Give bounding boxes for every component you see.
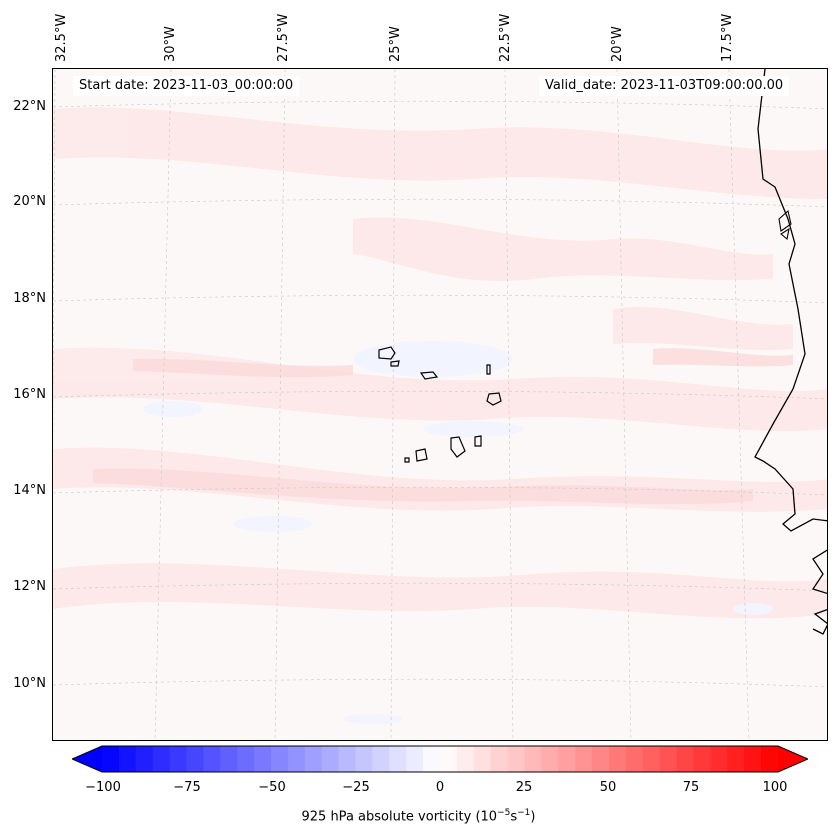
colorbar-cell bbox=[625, 746, 644, 772]
lon-label-22-5w: 22.5°W bbox=[498, 13, 513, 62]
colorbar-cell bbox=[237, 746, 255, 772]
colorbar-cell bbox=[473, 746, 492, 772]
colorbar-cell bbox=[558, 746, 576, 772]
colorbar-cell bbox=[524, 746, 542, 772]
africa-coastline bbox=[754, 69, 827, 635]
lon-label-30w: 30°W bbox=[163, 26, 178, 62]
colorbar-cell bbox=[761, 746, 779, 772]
colorbar bbox=[72, 745, 808, 773]
lat-label-16n: 16°N bbox=[13, 387, 46, 402]
colorbar-outline bbox=[72, 745, 808, 773]
colorbar-cell bbox=[186, 746, 204, 772]
colorbar-cell bbox=[321, 746, 340, 772]
colorbar-cell bbox=[744, 746, 762, 772]
colorbar-cell bbox=[338, 746, 356, 772]
colorbar-tick-label: 25 bbox=[515, 780, 533, 795]
colorbar-cell bbox=[135, 746, 154, 772]
colorbar-cell bbox=[609, 746, 627, 772]
map-panel bbox=[52, 68, 828, 741]
colorbar-cell bbox=[423, 746, 441, 772]
colorbar-cell bbox=[490, 746, 509, 772]
coastal-islands bbox=[778, 209, 792, 241]
lat-label-22n: 22°N bbox=[13, 99, 46, 114]
lat-label-20n: 20°N bbox=[13, 194, 46, 209]
colorbar-cell bbox=[355, 746, 373, 772]
colorbar-cell bbox=[710, 746, 728, 772]
moderate-positive-vorticity bbox=[93, 348, 793, 505]
colorbar-cell bbox=[592, 746, 610, 772]
colorbar-cell bbox=[372, 746, 390, 772]
colorbar-cell bbox=[642, 746, 661, 772]
colorbar-title: 925 hPa absolute vorticity (10−5s−1) bbox=[301, 808, 536, 825]
colorbar-cell bbox=[575, 746, 593, 772]
colorbar-extend-max bbox=[778, 746, 808, 772]
graticule bbox=[53, 69, 827, 740]
colorbar-extend-min bbox=[72, 746, 102, 772]
colorbar-cell bbox=[541, 746, 559, 772]
colorbar-cell bbox=[676, 746, 694, 772]
colorbar-cell bbox=[440, 746, 458, 772]
colorbar-cell bbox=[693, 746, 711, 772]
cape-verde-islands bbox=[378, 346, 502, 463]
lat-label-14n: 14°N bbox=[13, 483, 46, 498]
lon-label-20w: 20°W bbox=[610, 26, 625, 62]
colorbar-tick-label: 50 bbox=[599, 780, 617, 795]
colorbar-cell bbox=[389, 746, 407, 772]
colorbar-cell bbox=[254, 746, 272, 772]
colorbar-cell bbox=[727, 746, 745, 772]
colorbar-cell bbox=[659, 746, 678, 772]
lat-label-18n: 18°N bbox=[13, 291, 46, 306]
lon-label-17-5w: 17.5°W bbox=[720, 13, 735, 62]
colorbar-cell bbox=[271, 746, 289, 772]
colorbar-cell bbox=[507, 746, 525, 772]
colorbar-tick-label: 0 bbox=[435, 780, 445, 795]
lon-label-32-5w: 32.5°W bbox=[54, 13, 69, 62]
lon-label-25w: 25°W bbox=[388, 26, 403, 62]
colorbar-cell bbox=[406, 746, 424, 772]
colorbar-cell bbox=[102, 746, 120, 772]
colorbar-cell bbox=[118, 746, 137, 772]
colorbar-cell bbox=[152, 746, 171, 772]
colorbar-tick-label: 75 bbox=[682, 780, 700, 795]
lat-label-12n: 12°N bbox=[13, 579, 46, 594]
valid-date-label: Valid_date: 2023-11-03T09:00:00.00 bbox=[539, 76, 790, 96]
lon-label-27-5w: 27.5°W bbox=[276, 13, 291, 62]
colorbar-cell bbox=[287, 746, 306, 772]
colorbar-cell bbox=[304, 746, 323, 772]
colorbar-tick-label: 100 bbox=[762, 780, 788, 795]
negative-vorticity-patches bbox=[143, 341, 773, 724]
lat-label-10n: 10°N bbox=[13, 676, 46, 691]
colorbar-tick-label: −75 bbox=[173, 780, 201, 795]
colorbar-tick-label: −25 bbox=[342, 780, 370, 795]
vorticity-field-map bbox=[53, 69, 827, 740]
colorbar-cell bbox=[220, 746, 238, 772]
start-date-label: Start date: 2023-11-03_00:00:00 bbox=[73, 76, 300, 96]
colorbar-tick-label: −100 bbox=[85, 780, 121, 795]
colorbar-cell bbox=[169, 746, 187, 772]
colorbar-cells bbox=[72, 746, 808, 772]
colorbar-cell bbox=[456, 746, 475, 772]
colorbar-cell bbox=[203, 746, 221, 772]
colorbar-tick-label: −50 bbox=[258, 780, 286, 795]
